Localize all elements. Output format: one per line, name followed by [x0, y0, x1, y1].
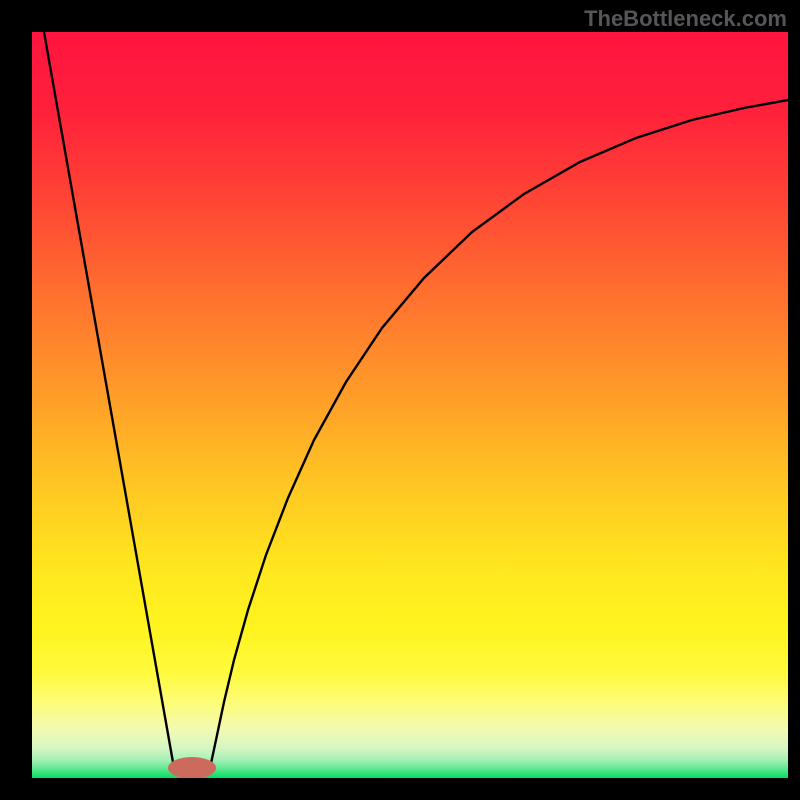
- watermark-text: TheBottleneck.com: [584, 6, 787, 32]
- left-curve: [44, 32, 174, 768]
- plot-area: [32, 32, 788, 778]
- chart-container: TheBottleneck.com: [0, 0, 800, 800]
- curve-layer: [32, 32, 788, 778]
- minimum-marker: [168, 757, 216, 778]
- right-curve: [210, 100, 788, 768]
